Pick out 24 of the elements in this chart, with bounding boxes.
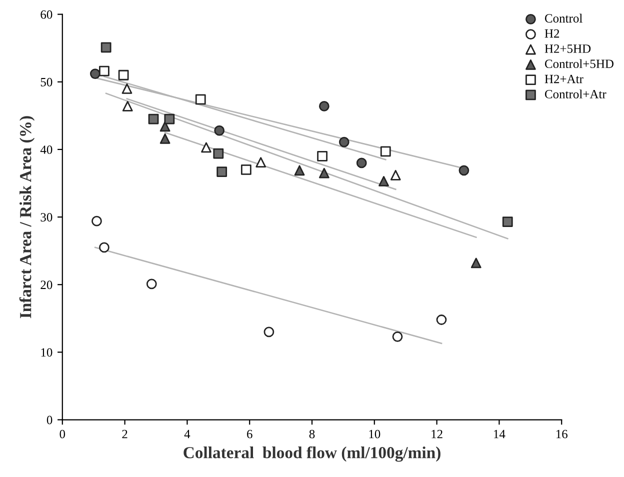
y-tick-label: 60 (40, 10, 52, 19)
x-axis-title: Collateral blood flow (ml/100g/min) (184, 446, 440, 462)
legend-label: Control+Atr (544, 90, 606, 98)
legend-label: H2+Atr (544, 74, 584, 84)
x-tick-label: 16 (556, 430, 568, 438)
y-tick-label: 30 (40, 213, 52, 222)
y-axis-title: Infarct Area / Risk Area (%) (19, 116, 35, 318)
y-tick-label: 20 (40, 280, 52, 290)
x-tick-label: 10 (369, 430, 380, 438)
legend-label: H2+5HD (544, 44, 591, 53)
x-tick-label: 4 (184, 430, 190, 438)
x-tick-label: 6 (247, 430, 252, 438)
x-tick-label: 2 (122, 430, 128, 438)
legend-label: Control+5HD (544, 59, 614, 68)
y-tick-label: 0 (46, 416, 52, 424)
legend-label: H2 (544, 29, 560, 38)
y-tick-label: 50 (40, 78, 52, 86)
x-tick-label: 14 (494, 430, 506, 438)
x-tick-label: 8 (309, 430, 315, 438)
y-tick-label: 40 (40, 145, 52, 154)
x-tick-label: 0 (60, 430, 66, 438)
x-tick-label: 12 (432, 430, 442, 438)
legend-label: Control (544, 14, 582, 23)
y-tick-label: 10 (41, 348, 52, 357)
